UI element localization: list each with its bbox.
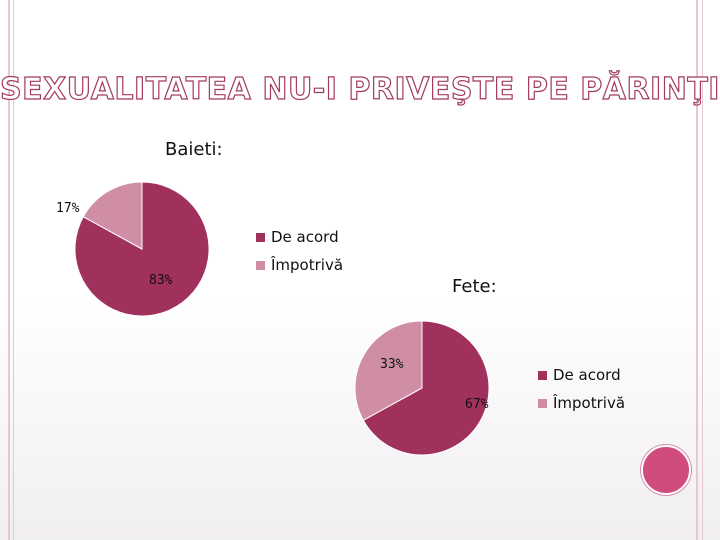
pie-slice-impotriva <box>354 320 423 421</box>
legend-swatch-impotriva <box>538 398 547 408</box>
legend-swatch-de-acord <box>538 370 547 380</box>
legend-label-de-acord: De acord <box>271 228 339 246</box>
legend-label-de-acord: De acord <box>553 366 621 384</box>
pie-label-de-acord: 67% <box>465 397 489 412</box>
legend-item-de-acord: De acord <box>538 361 625 389</box>
pie-slice-de-acord <box>74 181 210 317</box>
decorative-circle <box>641 445 691 495</box>
pie-label-de-acord: 83% <box>149 273 173 288</box>
pie-slice-de-acord <box>362 320 490 456</box>
chart-title-fete: Fete: <box>452 276 497 297</box>
slide-title: SEXUALITATEA NU-I PRIVEŞTE PE PĂRINŢI <box>0 71 720 107</box>
frame-line-right-inner <box>702 0 703 540</box>
frame-line-left <box>8 0 10 540</box>
pie-label-impotriva: 33% <box>380 357 404 372</box>
pie-slice-impotriva <box>82 181 143 250</box>
legend-item-impotriva: Împotrivă <box>538 389 625 417</box>
legend-fete: De acord Împotrivă <box>538 361 625 417</box>
pie-chart-baieti: 83% 17% <box>56 181 210 317</box>
legend-item-de-acord: De acord <box>256 223 343 251</box>
legend-label-impotriva: Împotrivă <box>271 256 344 274</box>
pie-chart-fete: 67% 33% <box>354 320 490 456</box>
legend-swatch-de-acord <box>256 232 265 242</box>
legend-label-impotriva: Împotrivă <box>553 394 626 412</box>
pie-label-impotriva: 17% <box>56 201 80 216</box>
legend-baieti: De acord Împotrivă <box>256 223 343 279</box>
legend-item-impotriva: Împotrivă <box>256 251 343 279</box>
frame-line-right <box>696 0 698 540</box>
chart-title-baieti: Baieti: <box>165 139 223 160</box>
legend-swatch-impotriva <box>256 260 265 270</box>
frame-line-left-inner <box>13 0 14 540</box>
